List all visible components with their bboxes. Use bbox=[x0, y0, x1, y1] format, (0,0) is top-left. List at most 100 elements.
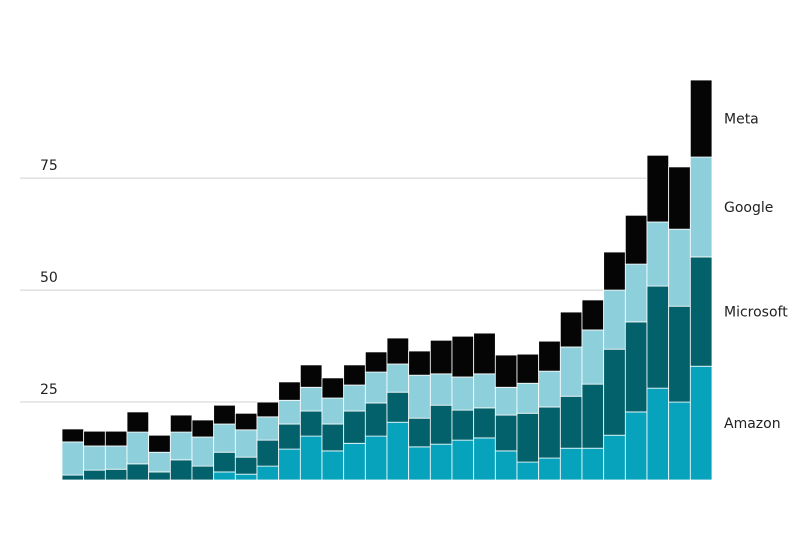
bar-segment bbox=[386, 337, 410, 365]
y-tick-label: 25 bbox=[40, 382, 58, 398]
bar-segment bbox=[299, 386, 323, 412]
bar-segment bbox=[321, 377, 345, 399]
bar-segment bbox=[516, 412, 540, 463]
bar-segment bbox=[581, 447, 605, 481]
bar-segment bbox=[364, 371, 388, 404]
bar-segment bbox=[668, 305, 691, 403]
bar-segment bbox=[473, 332, 496, 375]
bar-segment bbox=[668, 401, 691, 481]
bar-segment bbox=[148, 471, 171, 481]
bar-segment bbox=[603, 289, 626, 350]
bar-segment bbox=[668, 228, 691, 307]
bar-segment bbox=[278, 423, 301, 450]
bar-segment bbox=[516, 461, 540, 481]
bar-segment bbox=[299, 435, 323, 481]
bar-segment bbox=[408, 417, 431, 448]
bar-segment bbox=[256, 439, 280, 467]
bar-segment bbox=[516, 353, 540, 384]
bar-segment bbox=[191, 436, 215, 467]
bar-segment bbox=[234, 412, 258, 431]
y-tick-label: 50 bbox=[40, 270, 58, 286]
series-label: Google bbox=[724, 200, 773, 216]
bar-segment bbox=[689, 256, 713, 367]
bar-segment bbox=[104, 468, 128, 481]
bar-segment bbox=[646, 154, 670, 223]
bar-segment bbox=[473, 407, 496, 439]
bar-segment bbox=[408, 446, 431, 481]
bar-segment bbox=[321, 397, 345, 425]
bar-segment bbox=[126, 431, 150, 465]
bar-segment bbox=[473, 437, 496, 481]
bar-segment bbox=[148, 451, 171, 473]
bar-segment bbox=[256, 401, 280, 418]
bar-segment bbox=[61, 474, 85, 481]
bar-segment bbox=[429, 373, 453, 406]
bar-segment bbox=[234, 473, 258, 481]
bar-segment bbox=[126, 411, 150, 433]
bar-segment bbox=[256, 465, 280, 481]
series-label: Microsoft bbox=[724, 305, 788, 321]
bar-segment bbox=[581, 329, 605, 385]
bar-segment bbox=[494, 354, 518, 388]
bar-segment bbox=[169, 431, 193, 461]
bar-segment bbox=[646, 387, 670, 481]
bar-segment bbox=[343, 384, 366, 412]
bar-segment bbox=[646, 221, 670, 287]
bar-segment bbox=[473, 373, 496, 409]
bar-segment bbox=[581, 383, 605, 449]
bar-segment bbox=[386, 363, 410, 393]
bar-segment bbox=[213, 451, 236, 473]
bar-segment bbox=[61, 428, 85, 443]
bar-segment bbox=[451, 439, 475, 481]
bar-segment bbox=[559, 311, 583, 348]
bar-segment bbox=[83, 430, 106, 447]
bar-segment bbox=[213, 471, 236, 481]
bar-segment bbox=[624, 263, 648, 323]
bar-segment bbox=[234, 429, 258, 458]
bar-segment bbox=[213, 404, 236, 425]
bar-segment bbox=[364, 351, 388, 373]
bar-segment bbox=[61, 441, 85, 476]
bar-segment bbox=[278, 399, 301, 425]
bar-segment bbox=[299, 364, 323, 388]
bar-segment bbox=[603, 251, 626, 291]
y-tick-label: 75 bbox=[40, 158, 58, 174]
bar-segment bbox=[83, 445, 106, 471]
bar-segment bbox=[386, 391, 410, 423]
bar-segment bbox=[689, 365, 713, 481]
bar-segment bbox=[364, 402, 388, 437]
bar-segment bbox=[321, 423, 345, 452]
bar-segment bbox=[494, 450, 518, 481]
bar-segment bbox=[538, 340, 561, 372]
bar-segment bbox=[538, 457, 561, 481]
bar-segment bbox=[451, 335, 475, 378]
bar-segment bbox=[689, 79, 713, 158]
bar-segment bbox=[126, 463, 150, 481]
bar-segment bbox=[343, 364, 366, 386]
bar-segment bbox=[234, 456, 258, 475]
bar-segment bbox=[668, 166, 691, 230]
bar-segment bbox=[429, 339, 453, 375]
bar-segment bbox=[624, 321, 648, 413]
bar-segment bbox=[689, 156, 713, 258]
bar-segment bbox=[559, 447, 583, 481]
bar-segment bbox=[408, 374, 431, 419]
bar-segment bbox=[343, 410, 366, 444]
bar-segment bbox=[278, 448, 301, 481]
bar-segment bbox=[624, 214, 648, 265]
bar-segment bbox=[104, 430, 128, 447]
bar-segment bbox=[83, 469, 106, 481]
bar-segment bbox=[278, 381, 301, 401]
bar-segment bbox=[646, 285, 670, 389]
bar-segment bbox=[429, 404, 453, 445]
bar-segment bbox=[559, 395, 583, 449]
bar-segment bbox=[494, 386, 518, 416]
bar-segment bbox=[581, 299, 605, 331]
bar-segment bbox=[321, 450, 345, 481]
series-label: Amazon bbox=[724, 416, 781, 432]
bar-segment bbox=[169, 459, 193, 481]
bar-segment bbox=[299, 410, 323, 437]
bar-segment bbox=[191, 419, 215, 438]
bar-segment bbox=[516, 382, 540, 414]
